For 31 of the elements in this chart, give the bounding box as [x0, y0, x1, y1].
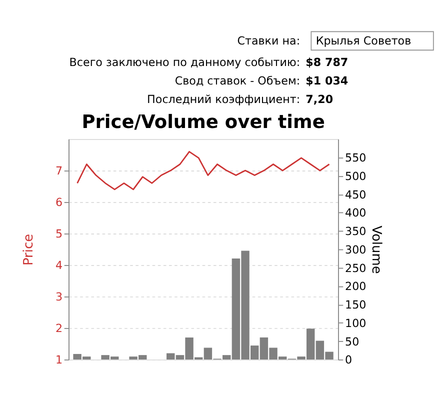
y2-tick-label: 350 — [344, 225, 366, 238]
y2-tick-label: 550 — [344, 152, 366, 165]
chart-title: Price/Volume over time — [82, 112, 325, 133]
y2-axis-title: Volume — [368, 226, 384, 274]
y-tick-label: 3 — [55, 290, 63, 304]
text: Ставки на: — [237, 34, 300, 48]
text: 7,20 — [306, 92, 334, 106]
y2-tick-label: 150 — [344, 298, 366, 312]
y2-tick-label: 50 — [344, 335, 360, 348]
y-tick-label: 6 — [55, 196, 63, 210]
y-axis-title: Price — [21, 234, 36, 266]
y2-tick-label: 450 — [344, 188, 366, 202]
y2-tick-label: 400 — [344, 206, 366, 220]
y2-tick-label: 250 — [344, 262, 366, 275]
y2-tick-label: 500 — [344, 170, 366, 183]
y-tick-label: 1 — [55, 354, 63, 367]
y2-tick-label: 100 — [344, 316, 366, 330]
text: Всего заключено по данному событию: — [69, 56, 300, 69]
text: Крылья Советов — [316, 34, 412, 48]
text: $1 034 — [306, 74, 348, 88]
y-tick-label: 4 — [55, 259, 63, 272]
text: $8 787 — [306, 56, 348, 69]
y2-tick-label: 0 — [344, 354, 352, 367]
y-tick-label: 7 — [55, 164, 63, 178]
text: Свод ставок - Объем: — [174, 74, 300, 88]
y2-tick-label: 200 — [344, 280, 366, 294]
y-tick-label: 2 — [55, 322, 63, 336]
y-tick-label: 5 — [55, 228, 63, 241]
line-series — [76, 150, 330, 190]
text: Последний коэффициент: — [147, 92, 300, 106]
y2-tick-label: 300 — [344, 243, 366, 256]
